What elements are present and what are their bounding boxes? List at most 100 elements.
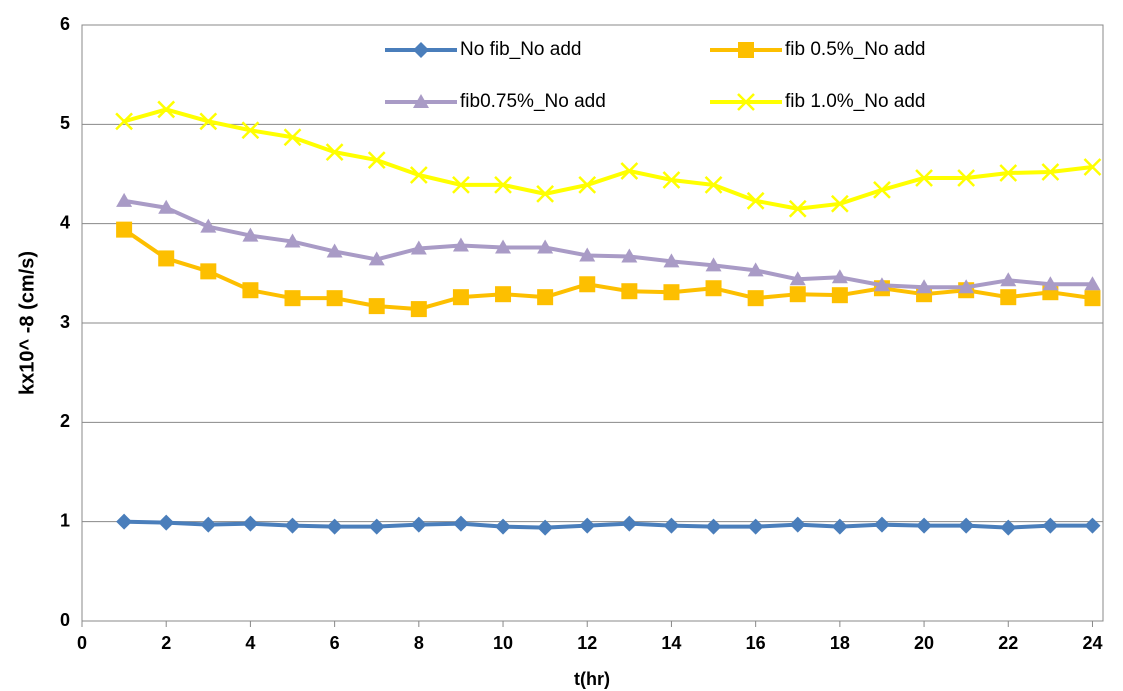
marker xyxy=(242,282,259,299)
x-tick-label: 12 xyxy=(577,633,597,653)
marker xyxy=(662,171,681,189)
marker xyxy=(537,289,554,306)
marker xyxy=(831,287,848,304)
marker xyxy=(200,218,217,233)
x-tick-label: 16 xyxy=(746,633,766,653)
marker xyxy=(621,283,638,300)
marker xyxy=(452,237,469,252)
marker xyxy=(1000,289,1017,306)
legend-label: No fib_No add xyxy=(460,39,581,60)
marker xyxy=(284,517,301,534)
marker xyxy=(1084,290,1101,307)
marker xyxy=(495,518,512,535)
marker xyxy=(368,298,385,315)
marker xyxy=(536,184,555,203)
marker xyxy=(537,519,554,536)
marker xyxy=(830,194,849,213)
legend-label: fib 0.5%_No add xyxy=(785,39,926,60)
x-tick-label: 0 xyxy=(77,633,87,653)
marker xyxy=(789,271,806,286)
marker xyxy=(1041,163,1060,181)
x-axis-label: t(hr) xyxy=(574,669,610,689)
marker xyxy=(452,176,470,194)
y-tick-label: 1 xyxy=(60,510,70,530)
marker xyxy=(452,289,469,306)
marker xyxy=(116,192,133,207)
marker xyxy=(747,262,764,277)
marker xyxy=(578,176,597,194)
marker xyxy=(200,516,217,533)
marker xyxy=(663,284,680,301)
y-tick-label: 4 xyxy=(60,212,70,232)
marker xyxy=(116,513,133,530)
marker xyxy=(957,169,976,187)
marker xyxy=(958,279,975,294)
marker xyxy=(831,269,848,284)
marker xyxy=(915,169,933,187)
marker xyxy=(494,176,512,194)
marker xyxy=(325,143,344,162)
marker xyxy=(1042,517,1059,534)
marker xyxy=(537,239,554,254)
marker xyxy=(916,279,933,294)
marker xyxy=(241,121,260,140)
series-line xyxy=(124,519,1093,530)
marker xyxy=(452,515,469,532)
y-tick-label: 5 xyxy=(60,113,70,133)
marker xyxy=(1000,519,1017,536)
marker xyxy=(738,42,754,58)
marker xyxy=(158,250,175,267)
marker xyxy=(200,263,217,280)
marker xyxy=(705,257,722,272)
marker xyxy=(284,233,301,248)
marker xyxy=(368,251,385,266)
y-axis-label: kx10^ -8 (cm/s) xyxy=(16,251,38,395)
marker xyxy=(831,518,848,535)
x-tick-label: 22 xyxy=(998,633,1018,653)
x-tick-label: 4 xyxy=(245,633,255,653)
marker xyxy=(747,518,764,535)
marker xyxy=(705,518,722,535)
y-tick-label: 6 xyxy=(60,14,70,34)
marker xyxy=(242,227,259,242)
marker xyxy=(368,518,385,535)
y-tick-label: 2 xyxy=(60,411,70,431)
marker xyxy=(999,164,1018,182)
marker xyxy=(704,176,723,194)
marker xyxy=(579,276,596,293)
marker xyxy=(789,516,806,533)
marker xyxy=(409,166,428,184)
marker xyxy=(413,94,429,108)
marker xyxy=(621,515,638,532)
marker xyxy=(705,280,722,297)
marker xyxy=(116,221,133,238)
marker xyxy=(410,240,427,255)
marker xyxy=(413,42,429,58)
marker xyxy=(873,277,890,292)
marker xyxy=(1084,517,1101,534)
series-line xyxy=(123,107,1093,211)
legend-label: fib0.75%_No add xyxy=(460,91,606,112)
x-tick-label: 24 xyxy=(1082,633,1102,653)
marker xyxy=(579,517,596,534)
y-tick-label: 0 xyxy=(60,610,70,630)
marker xyxy=(958,517,975,534)
marker xyxy=(1084,276,1101,291)
marker xyxy=(663,253,680,268)
marker xyxy=(1000,272,1017,287)
marker xyxy=(157,100,176,119)
marker xyxy=(789,286,806,303)
marker xyxy=(283,128,302,147)
marker xyxy=(199,112,218,131)
marker xyxy=(788,199,807,218)
marker xyxy=(1042,276,1059,291)
series-line xyxy=(123,198,1093,290)
marker xyxy=(326,518,343,535)
marker xyxy=(916,517,933,534)
marker xyxy=(495,239,512,254)
series-line xyxy=(122,227,1093,312)
x-tick-label: 6 xyxy=(330,633,340,653)
marker xyxy=(746,191,765,210)
marker xyxy=(495,286,512,303)
